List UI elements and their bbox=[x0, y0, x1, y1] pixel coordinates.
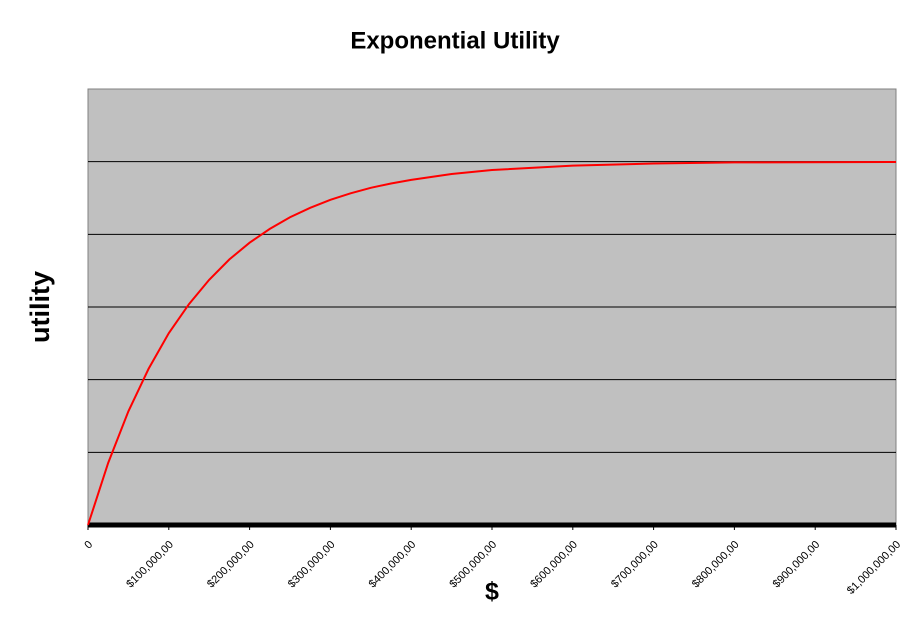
x-tick-label: $400,000,00 bbox=[367, 539, 419, 591]
line-series bbox=[87, 161, 897, 526]
y-axis-label: utility bbox=[25, 271, 55, 343]
x-tick-label: $100,000,00 bbox=[124, 539, 176, 591]
x-tick-label: $300,000,00 bbox=[286, 539, 338, 591]
x-tick-label: $200,000,00 bbox=[205, 539, 257, 591]
x-tick-label: $900,000,00 bbox=[771, 539, 823, 591]
x-tick-label: $600,000,00 bbox=[528, 539, 580, 591]
x-tick-label: $700,000,00 bbox=[609, 539, 661, 591]
x-tick-label: $800,000,00 bbox=[690, 539, 742, 591]
x-tick-label: $1,000,000,00 bbox=[845, 539, 903, 597]
x-axis-label: $ bbox=[485, 578, 499, 606]
chart-title: Exponential Utility bbox=[350, 27, 560, 54]
x-tick-label: 0 bbox=[82, 539, 95, 552]
